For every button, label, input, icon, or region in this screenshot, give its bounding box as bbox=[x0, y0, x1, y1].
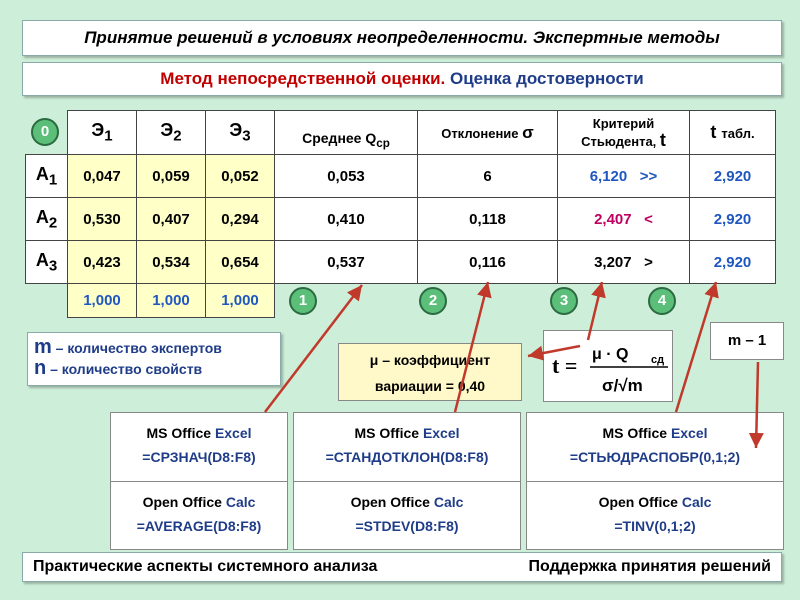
subtitle-method: Метод непосредственной оценки. bbox=[160, 69, 446, 88]
header-e3: Э3 bbox=[205, 110, 275, 155]
table-row: A3 0,423 0,534 0,654 0,537 0,116 3,207 >… bbox=[25, 240, 776, 284]
table-row: A2 0,530 0,407 0,294 0,410 0,118 2,407 <… bbox=[25, 197, 776, 241]
marker-3: 3 bbox=[550, 287, 578, 315]
header-e2: Э2 bbox=[136, 110, 206, 155]
cell-deviation: 0,116 bbox=[417, 240, 558, 284]
svg-text:t =: t = bbox=[552, 353, 577, 378]
slide-subtitle: Метод непосредственной оценки. Оценка до… bbox=[22, 62, 782, 96]
sum-e1: 1,000 bbox=[67, 283, 137, 318]
svg-text:μ · Q: μ · Q bbox=[592, 346, 628, 363]
formula-box-average: MS Office Excel =СРЗНАЧ(D8:F8) Open Offic… bbox=[110, 412, 288, 550]
svg-text:cд: cд bbox=[651, 354, 664, 366]
cell-e3: 0,294 bbox=[205, 197, 275, 241]
cell-deviation: 6 bbox=[417, 154, 558, 198]
marker-1: 1 bbox=[289, 287, 317, 315]
subtitle-reliability: Оценка достоверности bbox=[450, 69, 644, 88]
cell-e2: 0,059 bbox=[136, 154, 206, 198]
header-t-table: t табл. bbox=[689, 110, 776, 155]
row-label: A3 bbox=[25, 240, 68, 284]
slide-title: Принятие решений в условиях неопределенн… bbox=[22, 20, 782, 56]
m-minus-one-box: m – 1 bbox=[710, 322, 784, 360]
cell-e2: 0,407 bbox=[136, 197, 206, 241]
header-e1: Э1 bbox=[67, 110, 137, 155]
header-student: Критерий Стьюдента, t bbox=[557, 110, 690, 155]
cell-e3: 0,052 bbox=[205, 154, 275, 198]
cell-mean: 0,410 bbox=[274, 197, 418, 241]
sum-e3: 1,000 bbox=[205, 283, 275, 318]
cell-student: 2,407 < bbox=[557, 197, 690, 241]
cell-e1: 0,423 bbox=[67, 240, 137, 284]
variation-coefficient-box: μ – коэффициент вариации = 0,40 bbox=[338, 343, 522, 401]
row-label: A1 bbox=[25, 154, 68, 198]
marker-2: 2 bbox=[419, 287, 447, 315]
cell-e3: 0,654 bbox=[205, 240, 275, 284]
cell-e1: 0,047 bbox=[67, 154, 137, 198]
cell-student: 3,207 > bbox=[557, 240, 690, 284]
footer-course: Практические аспекты системного анализа bbox=[33, 558, 378, 575]
header-mean: Среднее Qср bbox=[274, 110, 418, 155]
formula-box-tinv: MS Office Excel =СТЬЮДРАСПОБР(0,1;2) Open… bbox=[526, 412, 784, 550]
cell-mean: 0,537 bbox=[274, 240, 418, 284]
sum-e2: 1,000 bbox=[136, 283, 206, 318]
footer: Практические аспекты системного анализа … bbox=[22, 552, 782, 582]
formula-box-stdev: MS Office Excel =СТАНДОТКЛОН(D8:F8) Open … bbox=[293, 412, 521, 550]
cell-mean: 0,053 bbox=[274, 154, 418, 198]
cell-t-table: 2,920 bbox=[689, 197, 776, 241]
cell-e1: 0,530 bbox=[67, 197, 137, 241]
marker-0: 0 bbox=[31, 118, 59, 146]
header-deviation: Отклонение σ bbox=[417, 110, 558, 155]
row-label: A2 bbox=[25, 197, 68, 241]
cell-t-table: 2,920 bbox=[689, 240, 776, 284]
legend-box: m – количество экспертов n – количество … bbox=[27, 332, 281, 386]
footer-topic: Поддержка принятия решений bbox=[528, 558, 772, 575]
marker-4: 4 bbox=[648, 287, 676, 315]
cell-t-table: 2,920 bbox=[689, 154, 776, 198]
cell-e2: 0,534 bbox=[136, 240, 206, 284]
formula-svg: t = μ · Q cд σ/√m bbox=[552, 346, 668, 395]
cell-deviation: 0,118 bbox=[417, 197, 558, 241]
estimates-table: Э1 Э2 Э3 Среднее Qср Отклонение σ Критер… bbox=[25, 110, 776, 318]
student-formula: t = μ · Q cд σ/√m bbox=[543, 330, 673, 402]
table-row: A1 0,047 0,059 0,052 0,053 6 6,120 >> 2,… bbox=[25, 154, 776, 198]
svg-text:σ/√m: σ/√m bbox=[602, 376, 643, 395]
cell-student: 6,120 >> bbox=[557, 154, 690, 198]
